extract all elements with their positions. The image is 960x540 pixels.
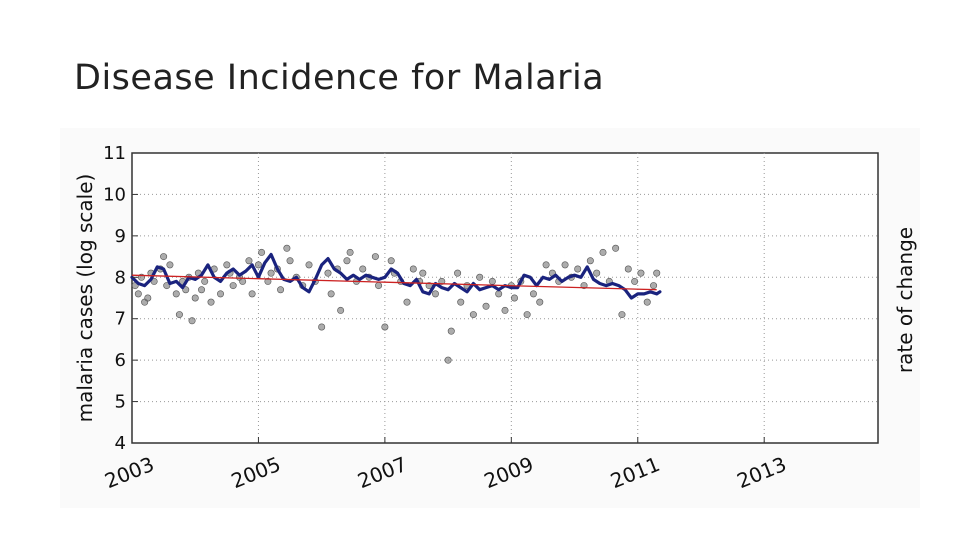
chart-svg: 4 5 6 7 8 9 10 11 2003 2005 2007 2009 2011 2013 mala…: [73, 143, 917, 493]
data-point: [444, 356, 452, 364]
data-point: [254, 261, 262, 269]
data-point: [264, 277, 272, 285]
data-point: [191, 294, 199, 302]
data-point: [409, 265, 417, 273]
y-tick-label: 10: [103, 184, 126, 205]
data-point: [438, 277, 446, 285]
data-point: [371, 253, 379, 261]
y-tick-label: 8: [115, 267, 126, 288]
data-point: [166, 261, 174, 269]
data-point: [359, 265, 367, 273]
slide-title: Disease Incidence for Malaria: [74, 58, 605, 98]
data-point: [618, 311, 626, 319]
y-tick-label: 6: [115, 350, 126, 371]
data-point: [482, 302, 490, 310]
data-point: [375, 282, 383, 290]
data-point: [637, 269, 645, 277]
data-point: [305, 261, 313, 269]
data-point: [542, 261, 550, 269]
y-tick-label: 4: [115, 433, 126, 454]
data-point: [476, 273, 484, 281]
data-point: [267, 269, 275, 277]
x-tick-label: 2005: [228, 452, 284, 493]
data-point: [229, 282, 237, 290]
data-point: [134, 290, 142, 298]
x-tick-label: 2011: [607, 452, 663, 493]
data-point: [593, 269, 601, 277]
data-point: [144, 294, 152, 302]
data-point: [343, 257, 351, 265]
y-tick-label: 5: [115, 392, 126, 413]
x-axis-ticks: 2003 2005 2007 2009 2011 2013: [101, 437, 790, 493]
x-tick-label: 2003: [101, 452, 157, 493]
data-point: [650, 282, 658, 290]
data-point: [337, 306, 345, 314]
data-point: [529, 290, 537, 298]
y-tick-label: 7: [115, 309, 126, 330]
data-point: [501, 306, 509, 314]
y-tick-label: 11: [103, 143, 126, 164]
gridlines: [132, 153, 878, 443]
data-point: [495, 290, 503, 298]
data-point: [488, 277, 496, 285]
data-point: [599, 248, 607, 256]
data-point: [286, 257, 294, 265]
y-axis-label: malaria cases (log scale): [73, 174, 97, 423]
data-point: [283, 244, 291, 252]
x-tick-label: 2007: [354, 452, 410, 493]
data-point: [258, 248, 266, 256]
data-point: [207, 298, 215, 306]
data-point: [523, 311, 531, 319]
data-point: [381, 323, 389, 331]
data-point: [419, 269, 427, 277]
data-point: [574, 265, 582, 273]
data-point: [561, 261, 569, 269]
data-point: [188, 317, 196, 325]
data-point: [643, 298, 651, 306]
data-points: [131, 244, 661, 364]
data-point: [612, 244, 620, 252]
x-tick-label: 2009: [481, 452, 537, 493]
data-point: [245, 257, 253, 265]
data-point: [454, 269, 462, 277]
data-point: [586, 257, 594, 265]
chart-figure: 4 5 6 7 8 9 10 11 2003 2005 2007 2009 2011 2013 mala…: [60, 128, 920, 508]
trend-line: [131, 274, 657, 291]
data-point: [403, 298, 411, 306]
data-point: [277, 286, 285, 294]
data-point: [457, 298, 465, 306]
data-point: [624, 265, 632, 273]
data-point: [510, 294, 518, 302]
data-point: [431, 290, 439, 298]
data-point: [324, 269, 332, 277]
y-axis-right-label: rate of change: [893, 227, 917, 373]
data-point: [469, 311, 477, 319]
data-point: [447, 327, 455, 335]
data-point: [223, 261, 231, 269]
data-point: [248, 290, 256, 298]
plot-area: [131, 152, 879, 444]
data-point: [536, 298, 544, 306]
data-point: [387, 257, 395, 265]
data-point: [175, 311, 183, 319]
data-point: [631, 277, 639, 285]
data-point: [160, 253, 168, 261]
x-tick-label: 2013: [733, 452, 789, 493]
smoothed-line: [130, 252, 662, 300]
y-axis-ticks: 4 5 6 7 8 9 10 11: [103, 143, 138, 454]
data-point: [198, 286, 206, 294]
data-point: [346, 248, 354, 256]
data-point: [318, 323, 326, 331]
trend-lines: [130, 252, 662, 300]
data-point: [217, 290, 225, 298]
y-tick-label: 9: [115, 226, 126, 247]
data-point: [653, 269, 661, 277]
data-point: [239, 277, 247, 285]
data-point: [327, 290, 335, 298]
data-point: [201, 277, 209, 285]
data-point: [172, 290, 180, 298]
